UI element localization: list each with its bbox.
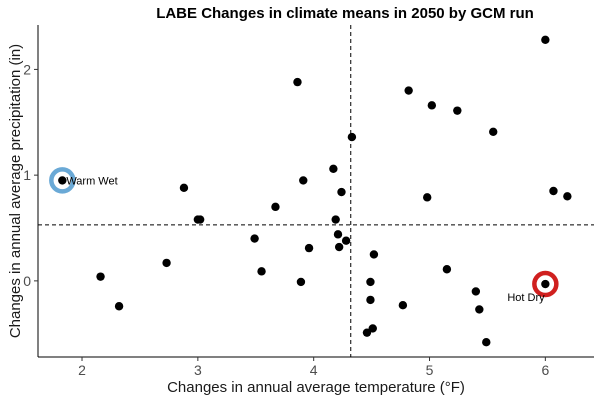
data-point — [549, 186, 558, 196]
data-point — [331, 215, 340, 224]
data-point — [423, 193, 432, 202]
annotation-label: Warm Wet — [66, 175, 117, 187]
data-point — [179, 183, 189, 193]
data-point — [475, 305, 484, 314]
data-point — [162, 258, 171, 268]
x-tick-label: 3 — [194, 362, 202, 378]
data-point — [329, 164, 338, 173]
data-point — [541, 35, 550, 45]
data-point — [114, 302, 124, 311]
data-point — [368, 324, 377, 333]
data-point — [366, 295, 375, 305]
y-tick-label: 2 — [23, 61, 31, 77]
data-point — [271, 202, 280, 212]
plot-area: 2 3 4 5 6 0 1 2 Warm Wet Hot Dry — [23, 25, 594, 378]
data-point — [366, 277, 375, 287]
data-point — [398, 300, 408, 310]
highlight-ring — [532, 270, 559, 298]
data-point — [427, 101, 437, 110]
x-tick-label: 5 — [426, 362, 434, 378]
x-tick-label: 2 — [78, 362, 86, 378]
y-axis-title: Changes in annual average precipitation … — [7, 44, 24, 338]
data-point — [482, 337, 491, 347]
chart-title: LABE Changes in climate means in 2050 by… — [156, 5, 534, 22]
data-point — [362, 328, 372, 337]
data-point — [404, 86, 413, 95]
data-point — [341, 236, 351, 245]
data-point — [347, 132, 357, 142]
data-point — [296, 277, 306, 287]
x-tick-label: 4 — [310, 362, 318, 378]
x-axis-title: Changes in annual average temperature (°… — [167, 379, 465, 396]
data-point — [563, 192, 572, 201]
data-point — [58, 176, 67, 185]
y-tick-label: 0 — [23, 273, 31, 289]
data-point — [334, 242, 344, 252]
data-point — [442, 265, 452, 274]
data-point — [333, 230, 343, 239]
data-point — [250, 234, 259, 243]
data-point — [453, 106, 462, 115]
data-point — [299, 176, 308, 185]
data-point — [489, 127, 498, 136]
data-point — [304, 243, 314, 253]
data-point — [96, 272, 105, 281]
data-point — [257, 267, 266, 276]
annotation-label: Hot Dry — [507, 292, 545, 304]
data-point — [337, 187, 346, 197]
data-point — [195, 215, 205, 224]
data-point — [471, 287, 481, 296]
data-point — [293, 77, 302, 87]
data-point — [369, 250, 379, 259]
data-point — [541, 279, 550, 289]
y-tick-label: 1 — [23, 167, 31, 183]
highlight-ring — [49, 167, 76, 194]
x-tick-label: 6 — [541, 362, 549, 378]
